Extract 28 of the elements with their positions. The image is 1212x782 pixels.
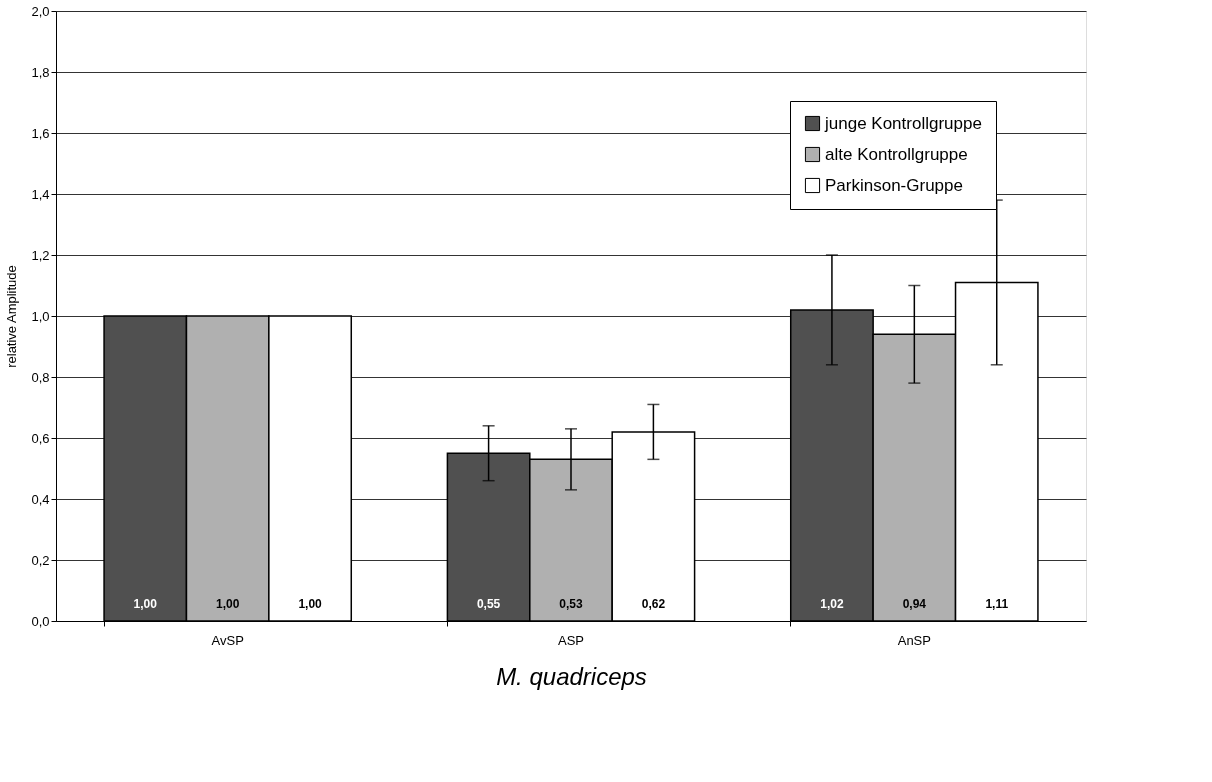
data-label: 0,55 xyxy=(476,597,501,611)
y-tick-label: 0,6 xyxy=(31,430,50,446)
legend-label: alte Kontrollgruppe xyxy=(825,144,968,164)
legend-label: junge Kontrollgruppe xyxy=(824,113,982,133)
y-tick-label: 1,6 xyxy=(31,125,50,141)
data-label: 0,62 xyxy=(641,597,666,611)
y-tick-label: 1,2 xyxy=(31,247,50,263)
x-tick-label: AvSP xyxy=(211,632,244,648)
x-tick-label: AnSP xyxy=(897,632,931,648)
legend-label: Parkinson-Gruppe xyxy=(825,175,963,195)
x-axis-title: M. quadriceps xyxy=(496,662,647,690)
y-tick-label: 0,2 xyxy=(31,552,50,568)
data-label: 0,94 xyxy=(902,597,927,611)
data-label: 0,53 xyxy=(559,597,583,611)
y-axis-title: relative Amplitude xyxy=(4,265,20,368)
y-tick-label: 1,4 xyxy=(31,186,50,202)
y-tick-label: 0,4 xyxy=(31,491,50,507)
y-tick-label: 2,0 xyxy=(31,3,50,19)
x-tick-label: ASP xyxy=(557,632,585,648)
data-label: 1,00 xyxy=(133,597,158,611)
data-label: 1,11 xyxy=(985,597,1009,611)
data-label: 1,00 xyxy=(215,597,240,611)
y-tick-label: 1,8 xyxy=(31,64,50,80)
y-tick-label: 0,8 xyxy=(31,369,50,385)
y-tick-label: 1,0 xyxy=(31,308,50,324)
data-label: 1,02 xyxy=(820,597,844,611)
y-tick-label: 0,0 xyxy=(31,613,50,629)
data-label: 1,00 xyxy=(298,597,323,611)
